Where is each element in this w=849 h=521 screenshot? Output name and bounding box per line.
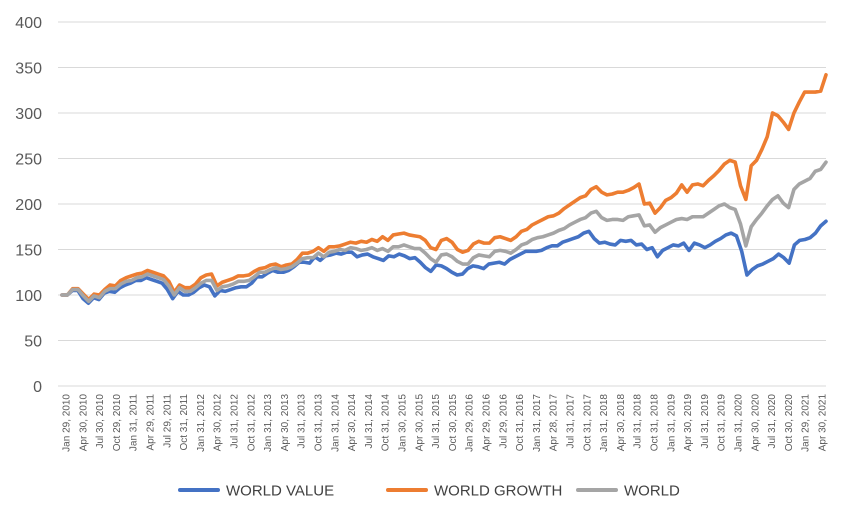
legend-label: WORLD VALUE [226, 483, 334, 500]
x-tick-label: Oct 29, 2010 [112, 394, 123, 452]
x-tick-label: Jul 31, 2017 [566, 394, 577, 449]
x-tick-label: Jul 31, 2012 [230, 394, 241, 449]
x-tick-label: Oct 31, 2016 [515, 394, 526, 452]
x-tick-label: Apr 28, 2017 [549, 394, 560, 452]
x-tick-label: Jul 31, 2019 [700, 394, 711, 449]
x-tick-label: Apr 30, 2019 [683, 394, 694, 452]
x-tick-label: Jan 31, 2017 [532, 394, 543, 452]
x-tick-label: Jul 31, 2014 [364, 394, 375, 449]
x-tick-label: Jul 31, 2015 [431, 394, 442, 449]
y-axis: 0 50 100 150 200 250 300 350 400 [15, 15, 42, 396]
x-tick-label: Apr 30, 2015 [414, 394, 425, 452]
x-tick-label: Apr 30, 2020 [750, 394, 761, 452]
x-tick-label: Oct 31, 2013 [314, 394, 325, 452]
x-tick-label: Jan 31, 2012 [196, 394, 207, 452]
legend: WORLD VALUE WORLD GROWTH WORLD [178, 483, 680, 500]
x-tick-label: Apr 30, 2021 [818, 394, 829, 452]
y-tick-label: 350 [15, 61, 42, 78]
x-tick-label: Jul 31, 2020 [767, 394, 778, 449]
x-tick-label: Oct 31, 2018 [650, 394, 661, 452]
x-tick-label: Jan 31, 2020 [734, 394, 745, 452]
x-tick-label: Oct 31, 2014 [381, 394, 392, 452]
y-tick-label: 150 [15, 243, 42, 260]
x-tick-label: Oct 30, 2020 [784, 394, 795, 452]
y-tick-label: 200 [15, 197, 42, 214]
x-tick-label: Apr 30, 2014 [347, 394, 358, 452]
y-tick-label: 300 [15, 106, 42, 123]
x-tick-label: Apr 30, 2018 [616, 394, 627, 452]
y-tick-label: 400 [15, 15, 42, 32]
x-tick-label: Jul 29, 2016 [498, 394, 509, 449]
y-tick-label: 50 [24, 334, 42, 351]
x-tick-label: Jan 31, 2019 [666, 394, 677, 452]
x-tick-label: Jul 31, 2013 [297, 394, 308, 449]
legend-label: WORLD GROWTH [434, 483, 562, 500]
series-lines [60, 72, 828, 305]
x-tick-label: Oct 31, 2012 [246, 394, 257, 452]
series-line-world-value [60, 219, 828, 305]
x-tick-label: Jan 29, 2010 [62, 394, 73, 452]
x-tick-label: Oct 31, 2011 [179, 394, 190, 451]
x-tick-label: Apr 30, 2013 [280, 394, 291, 452]
y-tick-label: 250 [15, 152, 42, 169]
legend-label: WORLD [624, 483, 680, 500]
x-tick-label: Jul 31, 2018 [633, 394, 644, 449]
x-tick-label: Apr 30, 2012 [213, 394, 224, 452]
x-tick-label: Jul 30, 2010 [95, 394, 106, 449]
x-tick-label: Jan 29, 2021 [801, 394, 812, 452]
series-line-world [60, 160, 828, 304]
x-tick-label: Jan 31, 2018 [599, 394, 610, 452]
x-tick-label: Oct 30, 2015 [448, 394, 459, 452]
x-tick-label: Jan 29, 2016 [465, 394, 476, 452]
x-tick-label: Apr 29, 2011 [146, 394, 157, 451]
x-tick-label: Oct 31, 2017 [582, 394, 593, 452]
x-tick-label: Apr 30, 2010 [78, 394, 89, 452]
x-tick-label: Jul 29, 2011 [162, 394, 173, 448]
x-axis: Jan 29, 2010 Apr 30, 2010 Jul 30, 2010 Oct … [58, 385, 829, 452]
y-tick-label: 0 [33, 379, 42, 396]
series-line-world-growth [60, 72, 828, 302]
x-tick-label: Oct 31, 2019 [717, 394, 728, 452]
x-tick-label: Apr 29, 2016 [482, 394, 493, 452]
x-tick-label: Jan 30, 2015 [398, 394, 409, 452]
x-tick-label: Jan 31, 2011 [129, 394, 140, 452]
x-tick-label: Jan 31, 2013 [263, 394, 274, 452]
y-tick-label: 100 [15, 288, 42, 305]
x-tick-label: Jan 31, 2014 [330, 394, 341, 452]
